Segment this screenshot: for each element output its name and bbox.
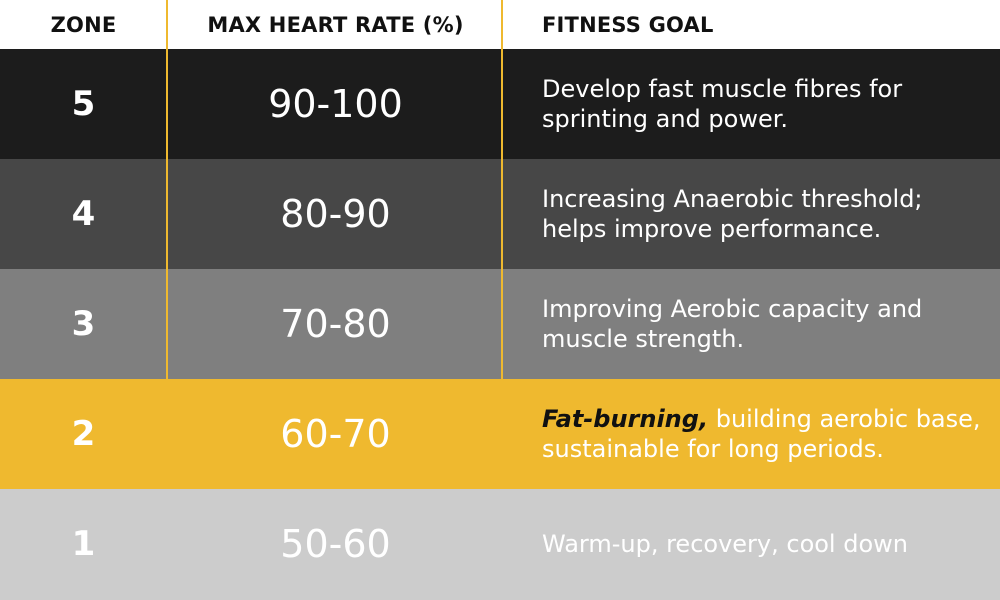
column-divider <box>166 0 168 380</box>
goal-cell: Increasing Anaerobic threshold; helps im… <box>542 159 982 269</box>
header-zone: ZONE <box>50 12 117 37</box>
goal-description: Warm-up, recovery, cool down <box>542 530 908 558</box>
zone-cell: 1 <box>71 524 96 564</box>
rate-cell: 70-80 <box>280 302 391 346</box>
zone-cell: 5 <box>71 84 96 124</box>
goal-cell: Develop fast muscle fibres for sprinting… <box>542 49 982 159</box>
goal-description: building aerobic base, sustainable for l… <box>542 405 981 463</box>
goal-text: Warm-up, recovery, cool down <box>542 529 908 559</box>
table-row: 4 80-90 Increasing Anaerobic threshold; … <box>0 159 1000 269</box>
goal-text: Improving Aerobic capacity and muscle st… <box>542 294 982 354</box>
goal-description: Improving Aerobic capacity and muscle st… <box>542 295 923 353</box>
goal-emphasis: Fat-burning, <box>542 405 709 433</box>
zone-cell: 3 <box>71 304 96 344</box>
rate-cell: 60-70 <box>280 412 391 456</box>
goal-description: Develop fast muscle fibres for sprinting… <box>542 75 903 133</box>
goal-text: Fat-burning, building aerobic base, sust… <box>542 404 982 464</box>
table-row: 1 50-60 Warm-up, recovery, cool down <box>0 489 1000 600</box>
column-divider <box>501 0 503 380</box>
header-max-heart-rate: MAX HEART RATE (%) <box>207 12 464 37</box>
goal-cell: Warm-up, recovery, cool down <box>542 489 982 599</box>
table-row: 3 70-80 Improving Aerobic capacity and m… <box>0 269 1000 379</box>
header-fitness-goal: FITNESS GOAL <box>542 12 714 37</box>
goal-cell: Fat-burning, building aerobic base, sust… <box>542 379 982 489</box>
goal-description: Increasing Anaerobic threshold; helps im… <box>542 185 923 243</box>
rate-cell: 50-60 <box>280 522 391 566</box>
rate-cell: 90-100 <box>268 82 403 126</box>
goal-text: Increasing Anaerobic threshold; helps im… <box>542 184 982 244</box>
table-header: ZONE MAX HEART RATE (%) FITNESS GOAL <box>0 0 1000 49</box>
goal-text: Develop fast muscle fibres for sprinting… <box>542 74 982 134</box>
table-row: 5 90-100 Develop fast muscle fibres for … <box>0 49 1000 159</box>
goal-cell: Improving Aerobic capacity and muscle st… <box>542 269 982 379</box>
zone-cell: 4 <box>71 194 96 234</box>
rate-cell: 80-90 <box>280 192 391 236</box>
table-row: 2 60-70 Fat-burning, building aerobic ba… <box>0 379 1000 489</box>
zone-cell: 2 <box>71 414 96 454</box>
